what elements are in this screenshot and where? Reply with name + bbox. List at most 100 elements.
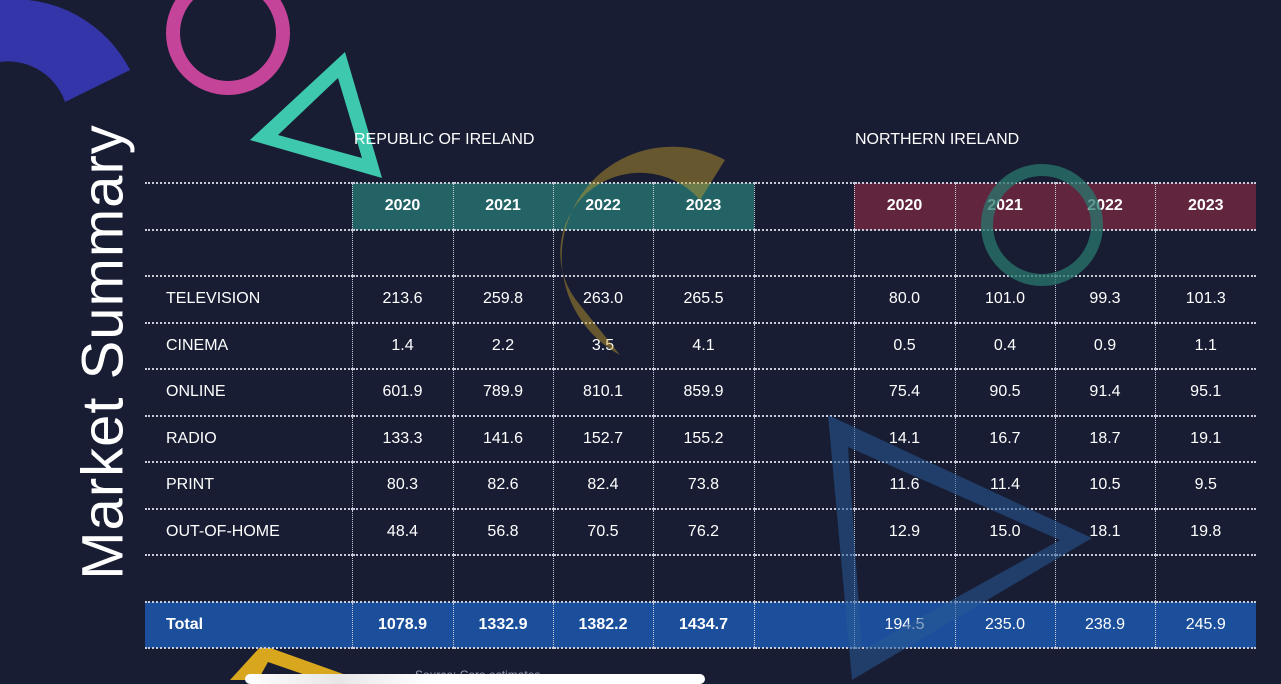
value-cell-roi: 2.2: [452, 321, 553, 370]
value-cell-roi: 263.0: [552, 275, 653, 324]
value-cell-roi: 82.4: [552, 461, 653, 510]
value-cell-ni: 18.7: [1054, 414, 1155, 463]
value-cell-ni: 0.4: [954, 321, 1055, 370]
gap-cell: [753, 368, 854, 417]
table-row: PRINT 80.3 82.6 82.4 73.8 11.6 11.4 10.5 9.5: [145, 461, 1256, 510]
value-cell-roi: 76.2: [652, 507, 754, 556]
value-cell-roi: 80.3: [351, 461, 453, 510]
empty-cell: [351, 228, 453, 277]
total-row: Total 1078.9 1332.9 1382.2 1434.7 194.5 235.0 2…: [145, 600, 1256, 649]
empty-cell: [652, 554, 754, 603]
value-cell-ni: 19.1: [1154, 414, 1256, 463]
value-cell-roi: 70.5: [552, 507, 653, 556]
empty-cell: [753, 228, 854, 277]
value-cell-roi: 82.6: [452, 461, 553, 510]
value-cell-roi: 265.5: [652, 275, 754, 324]
row-label: OUT-OF-HOME: [145, 507, 352, 556]
value-cell-roi: 141.6: [452, 414, 553, 463]
header-row: 2020 2021 2022 2023 2020 2021 2022 2023: [145, 182, 1256, 231]
region-heading-roi: REPUBLIC OF IRELAND: [354, 131, 535, 148]
value-cell-ni: 12.9: [853, 507, 955, 556]
value-cell-roi: 810.1: [552, 368, 653, 417]
value-cell-ni: 15.0: [954, 507, 1055, 556]
year-header-ni: 2021: [954, 182, 1055, 231]
value-cell-ni: 14.1: [853, 414, 955, 463]
empty-cell: [351, 554, 453, 603]
total-cell-roi: 1078.9: [351, 600, 453, 649]
value-cell-ni: 0.9: [1054, 321, 1155, 370]
gap-cell: [753, 507, 854, 556]
value-cell-roi: 213.6: [351, 275, 453, 324]
value-cell-roi: 259.8: [452, 275, 553, 324]
table-row: CINEMA 1.4 2.2 3.5 4.1 0.5 0.4 0.9 1.1: [145, 321, 1256, 370]
empty-cell: [452, 228, 553, 277]
row-label: ONLINE: [145, 368, 352, 417]
region-heading-ni: NORTHERN IRELAND: [855, 131, 1020, 148]
table-row: OUT-OF-HOME 48.4 56.8 70.5 76.2 12.9 15.0 18.1 1…: [145, 507, 1256, 556]
gap-cell: [753, 275, 854, 324]
empty-cell: [1054, 228, 1155, 277]
value-cell-ni: 91.4: [1054, 368, 1155, 417]
total-label: Total: [145, 600, 352, 649]
value-cell-ni: 0.5: [853, 321, 955, 370]
empty-cell: [145, 554, 352, 603]
value-cell-ni: 80.0: [853, 275, 955, 324]
value-cell-roi: 859.9: [652, 368, 754, 417]
value-cell-ni: 101.0: [954, 275, 1055, 324]
year-header-roi: 2020: [351, 182, 453, 231]
empty-row: [145, 554, 1256, 603]
gap-cell: [753, 461, 854, 510]
empty-cell: [753, 554, 854, 603]
value-cell-ni: 1.1: [1154, 321, 1256, 370]
empty-cell: [954, 554, 1055, 603]
table-row: TELEVISION 213.6 259.8 263.0 265.5 80.0 101.0 9…: [145, 275, 1256, 324]
row-label: RADIO: [145, 414, 352, 463]
value-cell-ni: 18.1: [1054, 507, 1155, 556]
total-cell-roi: 1434.7: [652, 600, 754, 649]
blue-arc-shape: [0, 0, 130, 102]
gap-cell: [753, 414, 854, 463]
empty-cell: [1154, 554, 1256, 603]
value-cell-roi: 48.4: [351, 507, 453, 556]
value-cell-roi: 73.8: [652, 461, 754, 510]
row-label: PRINT: [145, 461, 352, 510]
empty-cell: [552, 554, 653, 603]
year-header-roi: 2021: [452, 182, 553, 231]
value-cell-ni: 99.3: [1054, 275, 1155, 324]
year-header-ni: 2020: [853, 182, 955, 231]
value-cell-roi: 133.3: [351, 414, 453, 463]
value-cell-roi: 789.9: [452, 368, 553, 417]
empty-cell: [853, 228, 955, 277]
year-header-roi: 2023: [652, 182, 754, 231]
empty-cell: [954, 228, 1055, 277]
table-row: RADIO 133.3 141.6 152.7 155.2 14.1 16.7 18.7 19.…: [145, 414, 1256, 463]
empty-cell: [1054, 554, 1155, 603]
row-label: CINEMA: [145, 321, 352, 370]
value-cell-ni: 9.5: [1154, 461, 1256, 510]
value-cell-ni: 10.5: [1054, 461, 1155, 510]
value-cell-roi: 1.4: [351, 321, 453, 370]
value-cell-roi: 4.1: [652, 321, 754, 370]
year-header-ni: 2022: [1054, 182, 1155, 231]
empty-cell: [853, 554, 955, 603]
table-row: ONLINE 601.9 789.9 810.1 859.9 75.4 90.5 91.4 95…: [145, 368, 1256, 417]
value-cell-ni: 90.5: [954, 368, 1055, 417]
value-cell-ni: 19.8: [1154, 507, 1256, 556]
empty-row: [145, 228, 1256, 277]
gap-cell: [753, 600, 854, 649]
empty-cell: [1154, 228, 1256, 277]
pink-ring-shape: [166, 0, 290, 95]
value-cell-ni: 101.3: [1154, 275, 1256, 324]
year-header-roi: 2022: [552, 182, 653, 231]
total-cell-roi: 1332.9: [452, 600, 553, 649]
row-label: TELEVISION: [145, 275, 352, 324]
year-header-ni: 2023: [1154, 182, 1256, 231]
gap-cell: [753, 321, 854, 370]
bottom-bar: [245, 674, 705, 684]
total-cell-ni: 194.5: [853, 600, 955, 649]
total-cell-ni: 235.0: [954, 600, 1055, 649]
yellow-triangle-shape: [230, 645, 360, 680]
value-cell-ni: 11.6: [853, 461, 955, 510]
teal-triangle-shape: [250, 52, 382, 178]
